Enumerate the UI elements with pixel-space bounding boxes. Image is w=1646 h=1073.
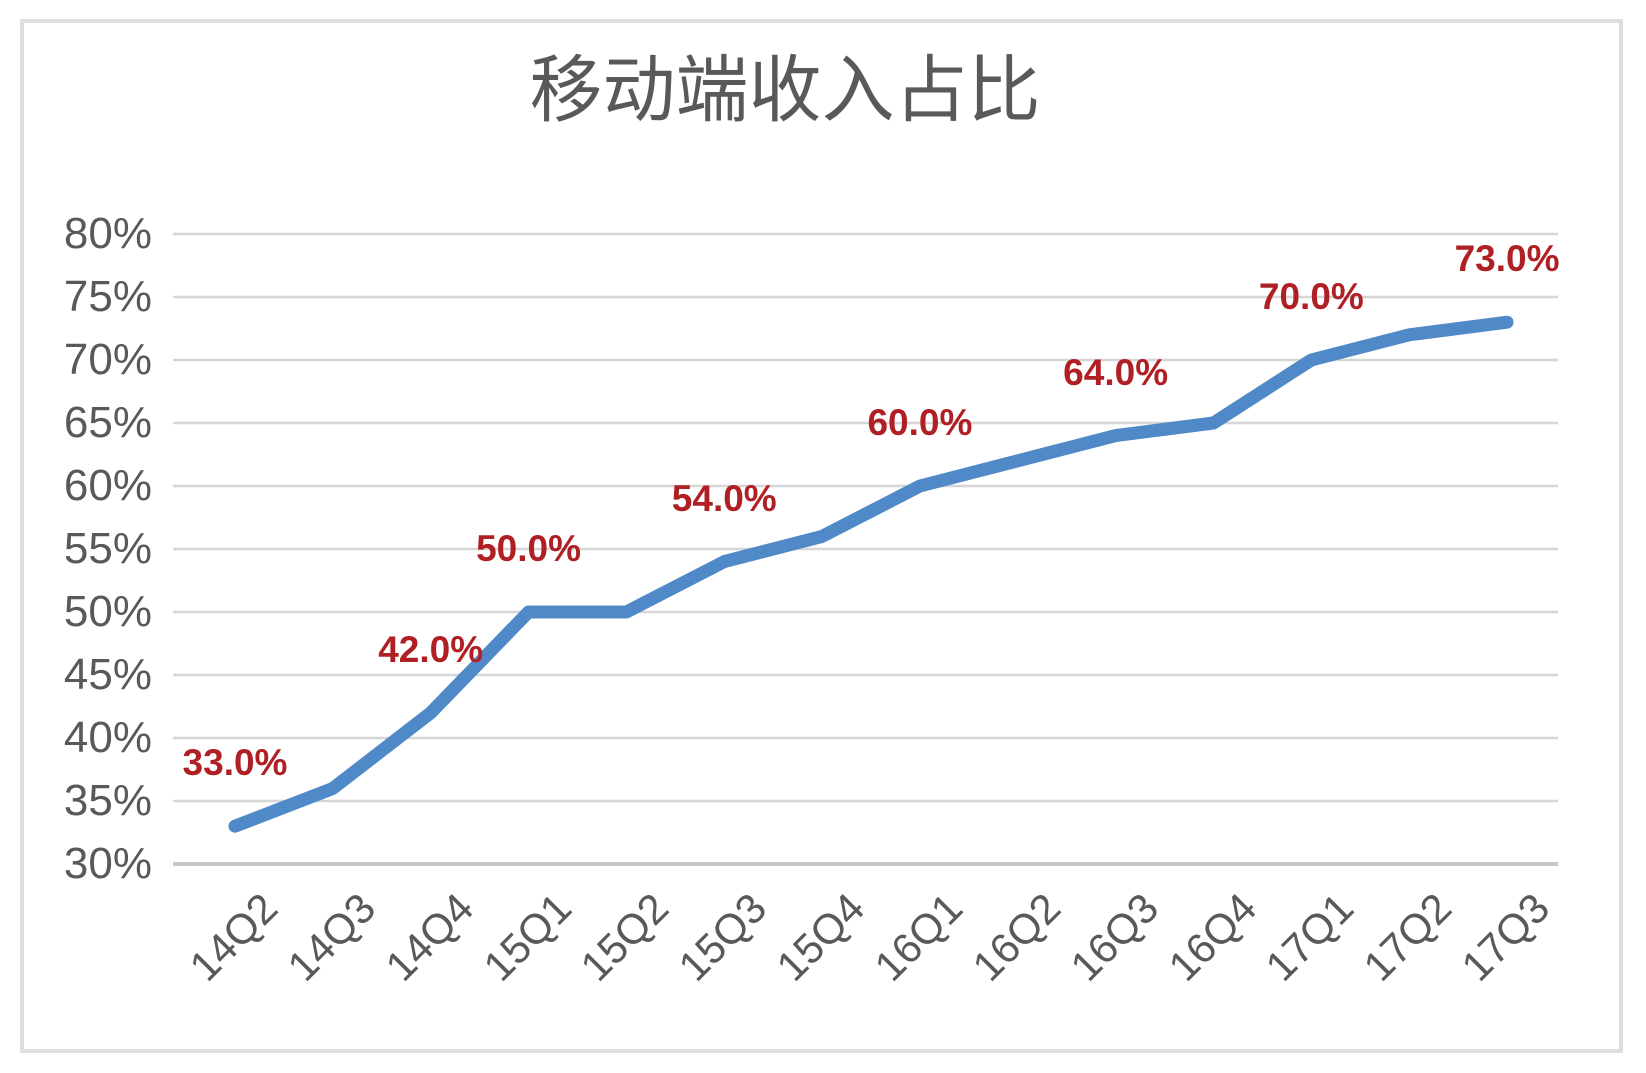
data-point-label: 33.0% [182, 742, 288, 784]
y-axis-tick-label: 30% [63, 839, 152, 888]
data-point-label: 54.0% [671, 477, 777, 519]
data-point-label: 50.0% [476, 528, 582, 569]
y-axis-tick-label: 55% [63, 524, 152, 573]
data-point-label: 70.0% [1258, 276, 1364, 317]
y-axis-tick-label: 50% [63, 587, 152, 636]
y-axis-tick-label: 40% [63, 713, 152, 762]
data-point-label: 64.0% [1063, 351, 1169, 393]
y-axis-tick-label: 75% [63, 272, 152, 321]
chart-title: 移动端收入占比 [529, 48, 1041, 133]
data-point-label: 60.0% [867, 402, 973, 443]
y-axis-tick-label: 80% [63, 209, 152, 258]
y-axis-tick-label: 45% [63, 650, 152, 699]
y-axis-tick-label: 65% [63, 398, 152, 447]
y-axis-tick-label: 70% [63, 335, 152, 384]
y-axis-tick-label: 60% [63, 461, 152, 510]
data-line [228, 315, 1514, 833]
data-point-label: 73.0% [1454, 238, 1560, 280]
data-point-label: 42.0% [378, 628, 484, 670]
y-axis-tick-label: 35% [63, 776, 152, 825]
